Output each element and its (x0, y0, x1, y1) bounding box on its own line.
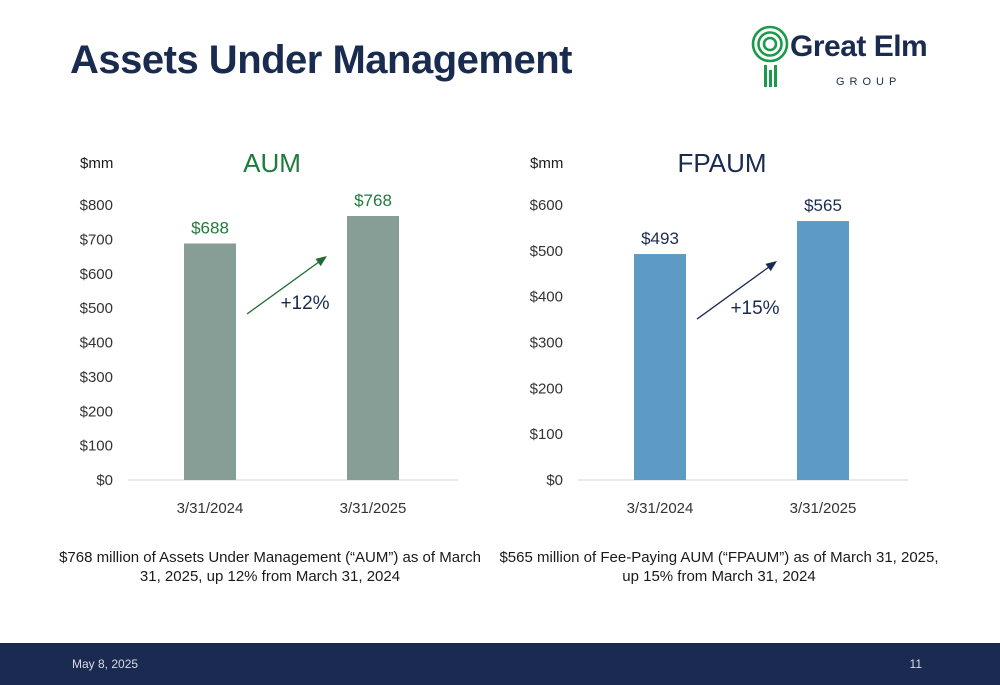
bar (797, 221, 849, 480)
footer-date: May 8, 2025 (72, 657, 139, 671)
page-number: 11 (909, 657, 922, 671)
y-tick-label: $0 (546, 472, 563, 489)
unit-label: $mm (530, 155, 563, 172)
x-tick-label: 3/31/2024 (177, 500, 244, 517)
page-title: Assets Under Management (70, 38, 572, 82)
y-tick-label: $500 (530, 243, 563, 260)
x-tick-label: 3/31/2025 (340, 500, 407, 517)
y-tick-label: $600 (530, 197, 563, 214)
growth-label: +12% (280, 293, 329, 314)
fpaum-caption: $565 million of Fee-Paying AUM (“FPAUM”)… (499, 549, 939, 585)
growth-arrow-line (696, 263, 774, 320)
aum-caption: $768 million of Assets Under Management … (59, 549, 481, 585)
data-label: $565 (804, 196, 842, 215)
growth-arrow-icon (765, 261, 777, 272)
data-label: $768 (354, 191, 392, 210)
bar (184, 243, 236, 480)
company-logo: Great Elm GROUP (750, 22, 950, 94)
x-tick-label: 3/31/2025 (790, 500, 857, 517)
y-tick-label: $0 (96, 472, 113, 489)
y-tick-label: $300 (80, 369, 113, 386)
bar (347, 216, 399, 480)
chart-title: AUM (243, 148, 301, 178)
unit-label: $mm (80, 155, 113, 172)
y-tick-label: $400 (530, 289, 563, 306)
y-tick-label: $100 (80, 438, 113, 455)
logo-name: Great Elm (790, 30, 928, 63)
y-tick-label: $400 (80, 335, 113, 352)
footer-bar: May 8, 2025 11 (0, 643, 1000, 685)
y-tick-label: $800 (80, 197, 113, 214)
growth-arrow-icon (315, 256, 327, 267)
chart-svg: AUM $mm $0 $100 $200 $300 $400 $500 $600 $700 $800… (80, 148, 458, 517)
y-tick-label: $300 (530, 335, 563, 352)
growth-arrow-line (246, 258, 324, 315)
chart-svg: FPAUM $mm $0 $100 $200 $300 $400 $500 $600 $493 3/… (530, 148, 908, 517)
y-tick-label: $200 (530, 380, 563, 397)
fpaum-chart: FPAUM $mm $0 $100 $200 $300 $400 $500 $600 $493 3/… (490, 140, 960, 540)
chart-title: FPAUM (677, 148, 766, 178)
y-tick-label: $200 (80, 403, 113, 420)
y-tick-label: $500 (80, 300, 113, 317)
logo-subtitle: GROUP (836, 76, 902, 88)
data-label: $688 (191, 219, 229, 238)
y-tick-label: $600 (80, 266, 113, 283)
growth-label: +15% (730, 298, 779, 319)
aum-chart: AUM $mm $0 $100 $200 $300 $400 $500 $600 $700 $800… (40, 140, 510, 540)
data-label: $493 (641, 229, 679, 248)
y-tick-label: $100 (530, 426, 563, 443)
great-elm-logo-icon (751, 25, 789, 87)
bar (634, 254, 686, 480)
x-tick-label: 3/31/2024 (627, 500, 694, 517)
y-tick-label: $700 (80, 231, 113, 248)
